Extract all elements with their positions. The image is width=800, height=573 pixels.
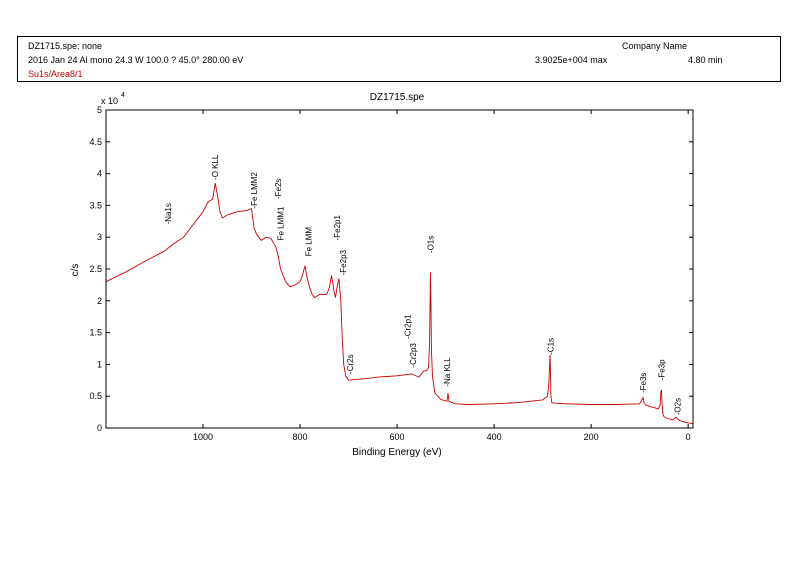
- acquisition-params: 2016 Jan 24 Al mono 24.3 W 100.0 ? 45.0°…: [28, 55, 244, 65]
- peak-label: -O1s: [427, 236, 436, 253]
- plot-frame: [105, 109, 694, 429]
- y-tick-label: 1.5: [89, 328, 102, 338]
- duration-label: 4.80 min: [688, 55, 723, 65]
- y-tick-label: 5: [97, 105, 102, 115]
- y-axis-label: c/s: [70, 264, 81, 277]
- spectrum-line: [105, 183, 694, 424]
- peak-label: -Cr2p3: [409, 343, 418, 368]
- y-tick-label: 2.5: [89, 264, 102, 274]
- x-tick-label: 600: [390, 432, 405, 442]
- x-tick-label: 1000: [193, 432, 213, 442]
- y-tick-label: 4: [97, 169, 102, 179]
- peak-label: -C1s: [546, 338, 555, 355]
- peak-label: -Fe2s: [274, 179, 283, 199]
- peak-label: -Fe2p3: [339, 249, 348, 275]
- peak-label: Fe LMM: [304, 227, 313, 257]
- y-tick-label: 2: [97, 296, 102, 306]
- x-tick-label: 200: [584, 432, 599, 442]
- y-tick-label: 3.5: [89, 200, 102, 210]
- chart-title: DZ1715.spe: [370, 92, 425, 103]
- peak-label: Fe LMM1: [277, 206, 286, 240]
- peak-label: -Fe3s: [639, 373, 648, 393]
- x-tick-label: 400: [487, 432, 502, 442]
- peak-label: -Fe3p: [657, 359, 666, 380]
- peak-label: -Na1s: [164, 203, 173, 224]
- y-tick-label: 3: [97, 232, 102, 242]
- region-label: Su1s/Area8/1: [28, 69, 83, 79]
- file-name-label: DZ1715.spe: none: [28, 41, 103, 51]
- peak-label: -O2s: [673, 398, 682, 415]
- peak-label: -O KLL: [211, 154, 220, 180]
- y-tick-label: 0.5: [89, 391, 102, 401]
- peak-label: -Cr2p1: [404, 314, 413, 339]
- x-tick-label: 0: [686, 432, 691, 442]
- y-tick-label: 4.5: [89, 137, 102, 147]
- info-header: DZ1715.spe: none Company Name 2016 Jan 2…: [17, 36, 781, 82]
- peak-label: -Cr2s: [346, 354, 355, 374]
- max-counts-label: 3.9025e+004 max: [535, 55, 608, 65]
- x-axis-label: Binding Energy (eV): [352, 447, 442, 458]
- y-multiplier-exponent: 4: [121, 92, 125, 99]
- peak-label: -Na KLL: [443, 357, 452, 387]
- x-tick-label: 800: [293, 432, 308, 442]
- peak-label: -Fe2p1: [333, 214, 342, 240]
- company-name-label: Company Name: [622, 41, 688, 51]
- peak-label: -Fe LMM2: [250, 172, 259, 209]
- y-tick-label: 0: [97, 423, 102, 433]
- y-tick-label: 1: [97, 359, 102, 369]
- y-multiplier-label: x 10: [101, 96, 118, 106]
